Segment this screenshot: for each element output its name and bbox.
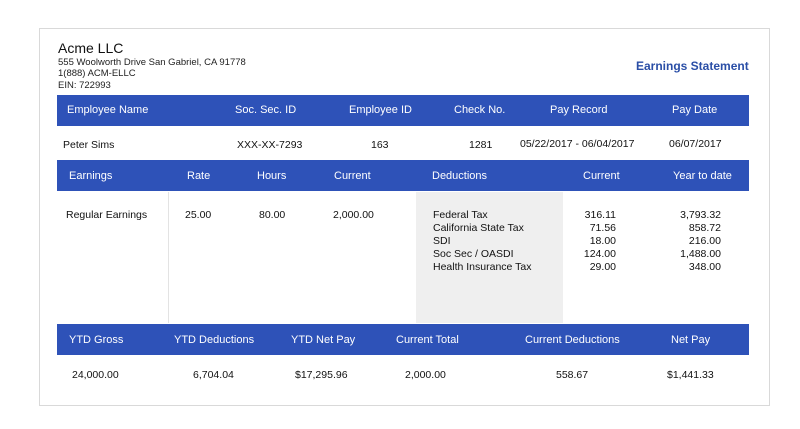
company-info: Acme LLC 555 Woolworth Drive San Gabriel… [58,40,246,91]
header-hours: Hours [257,170,287,182]
header-pay-record: Pay Record [550,104,608,116]
deduction-ytd: 216.00 [688,235,721,247]
deduction-current: 316.11 [584,209,616,221]
company-name: Acme LLC [58,40,124,56]
statement-title: Earnings Statement [636,59,749,73]
deduction-current: 71.56 [589,222,616,234]
header-ssn: Soc. Sec. ID [235,104,297,116]
header-deductions-current: Current [583,170,620,182]
totals-header-bar: YTD Gross YTD Deductions YTD Net Pay Cur… [57,324,749,355]
header-earnings: Earnings [69,170,113,182]
company-ein: EIN: 722993 [58,79,111,91]
header-deductions: Deductions [432,170,488,182]
employee-id: 163 [371,139,389,151]
deduction-current: 29.00 [589,261,616,273]
employee-ssn: XXX-XX-7293 [237,139,303,151]
employee-pay-date: 06/07/2017 [669,138,722,150]
header-ytd-gross: YTD Gross [69,334,124,346]
deduction-ytd-values: 3,793.32 858.72 216.00 1,488.00 348.00 [650,209,721,274]
deduction-name: Soc Sec / OASDI [433,248,514,260]
deduction-name: California State Tax [433,222,524,234]
header-pay-date: Pay Date [672,104,718,116]
header-year-to-date: Year to date [673,170,732,182]
total-current-total: 2,000.00 [405,369,446,381]
employee-check-no: 1281 [469,139,493,151]
employee-name: Peter Sims [63,139,115,151]
deduction-names: Federal Tax California State Tax SDI Soc… [433,209,531,274]
deduction-ytd: 348.00 [688,261,721,273]
divider [168,192,169,323]
header-ytd-deductions: YTD Deductions [174,334,255,346]
header-employee-name: Employee Name [67,104,149,116]
deduction-current: 124.00 [583,248,616,260]
earnings-label: Regular Earnings [66,209,148,221]
header-rate: Rate [187,170,211,182]
deduction-name: Health Insurance Tax [433,261,532,273]
total-current-deductions: 558.67 [556,369,589,381]
earnings-header-bar: Earnings Rate Hours Current Deductions C… [57,160,749,191]
earnings-rate: 25.00 [185,209,212,221]
employee-pay-record: 05/22/2017 - 06/04/2017 [520,138,635,150]
total-ytd-net-pay: $17,295.96 [295,369,348,381]
header-check-no: Check No. [454,104,506,116]
header-current-deductions: Current Deductions [525,334,620,346]
header-current-total: Current Total [396,334,459,346]
deduction-current-values: 316.11 71.56 18.00 124.00 29.00 [560,209,616,274]
deductions-shaded-panel [416,192,563,323]
company-phone: 1(888) ACM-ELLC [58,68,136,80]
earnings-current: 2,000.00 [333,209,374,221]
header-employee-id: Employee ID [349,104,412,116]
deduction-name: SDI [433,235,451,247]
header-current: Current [334,170,371,182]
header-net-pay: Net Pay [671,334,711,346]
total-ytd-gross: 24,000.00 [72,369,119,381]
deduction-current: 18.00 [589,235,616,247]
deduction-name: Federal Tax [433,209,488,221]
deduction-ytd: 1,488.00 [680,248,721,260]
total-ytd-deductions: 6,704.04 [193,369,234,381]
header-ytd-net-pay: YTD Net Pay [291,334,356,346]
deduction-ytd: 3,793.32 [680,209,721,221]
total-net-pay: $1,441.33 [667,369,714,381]
earnings-hours: 80.00 [259,209,286,221]
company-address: 555 Woolworth Drive San Gabriel, CA 9177… [58,56,246,68]
deduction-ytd: 858.72 [688,222,721,234]
employee-header-bar: Employee Name Soc. Sec. ID Employee ID C… [57,95,749,126]
